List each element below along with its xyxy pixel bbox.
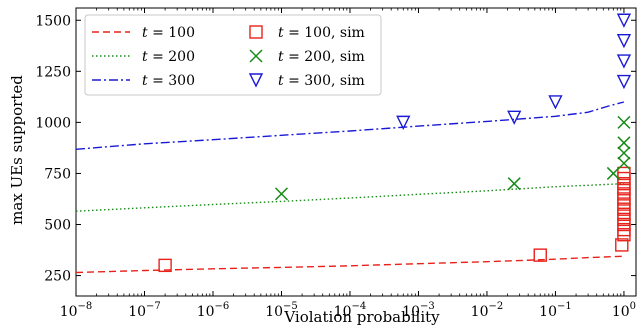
x-tick-label: 10−5 <box>265 301 298 320</box>
series-layer <box>75 13 632 274</box>
legend-entry: t = 300 <box>92 73 195 89</box>
series-0 <box>75 255 624 274</box>
data-point <box>616 74 632 90</box>
data-point <box>617 146 631 160</box>
ticks: 10−8 10−7 10−6 10−5 10−4 10−3 10−2 10−1 100 250 50… <box>35 8 636 320</box>
y-tick-label: 250 <box>44 269 71 285</box>
series-4 <box>274 115 631 201</box>
plot-frame <box>75 7 637 297</box>
data-point <box>617 115 631 129</box>
plot-area <box>75 7 637 297</box>
legend-entry: t = 200 <box>92 49 195 65</box>
series-2 <box>75 101 625 150</box>
x-tick-label: 10−4 <box>334 301 367 320</box>
legend-label: t = 300, sim <box>278 73 365 89</box>
x-tick-label: 100 <box>612 301 636 320</box>
x-tick-label: 10−3 <box>402 301 435 320</box>
data-point <box>507 110 522 125</box>
x-axis-label: Violation probability <box>283 308 440 326</box>
legend-label: t = 200, sim <box>278 49 365 65</box>
series-line <box>75 101 625 150</box>
data-point <box>396 115 411 130</box>
legend-entry: t = 100 <box>92 25 195 41</box>
legend-entry: t = 300, sim <box>248 73 365 89</box>
data-point-stroke-b <box>507 177 521 191</box>
data-point-stroke-b <box>617 136 631 150</box>
data-point <box>617 156 631 170</box>
data-point <box>158 258 172 273</box>
data-point <box>616 54 632 69</box>
legend-box <box>84 14 382 96</box>
y-tick-label: 1000 <box>35 115 71 131</box>
y-tick-label: 750 <box>44 166 71 182</box>
legend-label: t = 100 <box>142 25 195 41</box>
data-point-stroke-b <box>606 166 620 180</box>
data-point <box>533 248 547 262</box>
data-point <box>274 187 289 201</box>
data-point <box>615 238 629 252</box>
data-point <box>616 13 632 28</box>
data-point-stroke-b <box>274 187 289 201</box>
legend-entry: t = 100, sim <box>249 25 365 41</box>
legend-label: t = 100, sim <box>278 25 365 41</box>
x-tick-label: 10−8 <box>60 301 93 320</box>
data-point-stroke-b <box>617 156 631 170</box>
series-5 <box>396 13 632 130</box>
data-point <box>548 95 563 110</box>
x-tick-label: 10−2 <box>471 301 504 320</box>
data-point-stroke-b <box>617 146 631 160</box>
data-point <box>616 33 632 49</box>
x-tick-label: 10−1 <box>539 301 572 320</box>
legend-marker-swatch-stroke-b <box>249 49 263 63</box>
x-tick-label: 10−6 <box>197 301 230 320</box>
y-tick-label: 1250 <box>35 64 71 80</box>
series-line <box>75 255 624 274</box>
y-tick-label: 1500 <box>35 13 71 29</box>
y-tick-label: 500 <box>44 218 71 234</box>
legend-marker-swatch <box>249 25 263 39</box>
data-point <box>507 177 521 191</box>
series-3 <box>158 166 631 273</box>
y-axis-label: max UEs supported <box>8 75 26 225</box>
data-point <box>617 136 631 150</box>
data-point <box>606 166 620 180</box>
data-point-stroke-b <box>617 115 631 129</box>
legend-marker-swatch <box>248 73 264 88</box>
legend-label: t = 200 <box>142 49 195 65</box>
legend-entry: t = 200, sim <box>249 49 365 65</box>
legend-marker-swatch <box>249 49 263 63</box>
legend-label: t = 300 <box>142 73 195 89</box>
x-tick-label: 10−7 <box>128 301 161 320</box>
legend: t = 100 t = 200 t = 300 t = 100, sim t = 200… <box>84 14 382 96</box>
data-point <box>617 166 631 181</box>
